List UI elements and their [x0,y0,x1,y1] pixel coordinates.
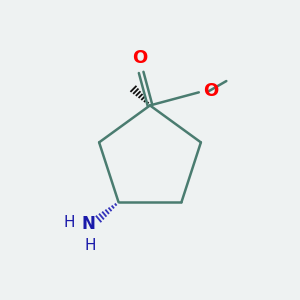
Text: O: O [204,82,219,100]
Text: N: N [81,215,95,233]
Text: H: H [64,215,75,230]
Text: O: O [132,49,147,67]
Text: H: H [84,238,96,253]
